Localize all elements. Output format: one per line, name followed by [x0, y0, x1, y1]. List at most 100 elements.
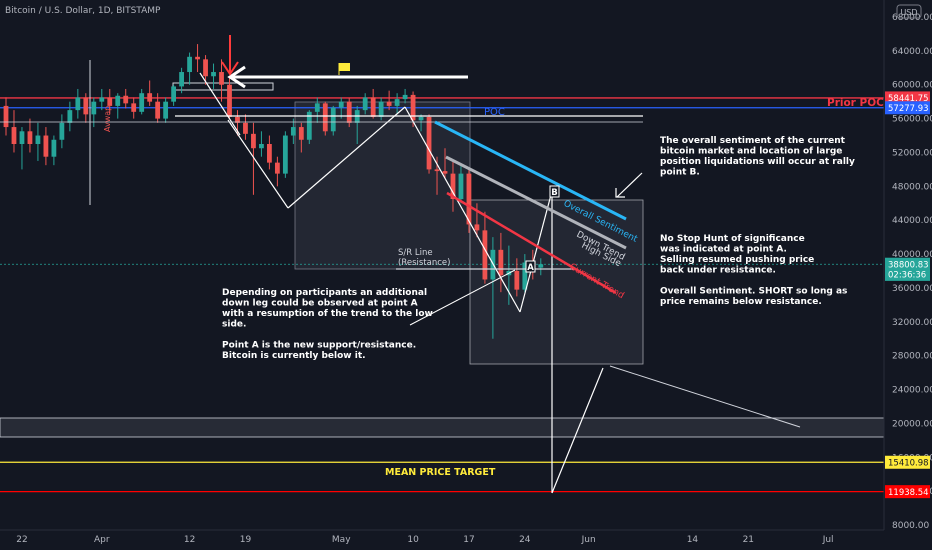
note-mid-right: back under resistance. — [660, 266, 776, 276]
candle-body — [147, 93, 153, 102]
y-tick-label: 48000.00 — [892, 182, 932, 192]
sr-line-sublabel: (Resistance) — [398, 258, 450, 268]
candle-body — [298, 127, 304, 140]
time-axis[interactable] — [0, 530, 884, 550]
note-mid-right: price remains below resistance. — [660, 297, 822, 307]
candle-body — [131, 103, 137, 112]
candle-body — [386, 101, 392, 106]
candle-body — [314, 103, 320, 112]
candle-body — [394, 99, 400, 106]
x-tick-label: Jun — [581, 535, 596, 545]
candle-body — [235, 116, 240, 123]
overall-sentiment-trendline — [434, 120, 627, 221]
candle-body — [251, 133, 256, 149]
candles — [3, 44, 544, 339]
price-tag — [885, 91, 930, 105]
y-tick-label: 64000.00 — [892, 47, 932, 57]
x-tick-label: 17 — [463, 535, 474, 545]
price-tag-label: 11938.54 — [888, 488, 929, 498]
candle-body — [11, 127, 17, 144]
candle-body — [91, 101, 97, 115]
avwap-label: Avwap — [103, 106, 112, 132]
candle-body — [51, 139, 57, 157]
down-trend-high-side-trendline — [445, 155, 627, 250]
x-tick-label: 10 — [407, 535, 419, 545]
note-mid-right: Overall Sentiment. SHORT so long as — [660, 287, 847, 297]
note-left: Depending on participants an additional — [222, 288, 427, 298]
candle-body — [322, 103, 328, 132]
x-tick-label: Jul — [822, 535, 834, 545]
chart-title: Bitcoin / U.S. Dollar, 1D, BITSTAMP — [5, 6, 161, 16]
candle-body — [402, 94, 408, 100]
candle-body — [35, 135, 41, 144]
candle-body — [187, 56, 192, 73]
price-tag — [885, 485, 930, 499]
note-top-right: position liquidations will occur at rall… — [660, 157, 855, 167]
candle-body — [59, 122, 65, 140]
candle-body — [482, 230, 488, 280]
candle-body — [3, 105, 9, 128]
x-tick-label: 21 — [743, 535, 754, 545]
point-b-label: B — [551, 188, 557, 198]
candle-body — [83, 97, 89, 115]
y-tick-label: 52000.00 — [892, 148, 932, 158]
point-b-marker — [549, 185, 560, 198]
candle-body — [282, 135, 288, 174]
candle-body — [474, 224, 480, 231]
point-a-marker — [525, 260, 536, 273]
candle-body — [538, 264, 544, 268]
y-tick-label: 40000.00 — [892, 250, 932, 260]
candle-body — [179, 72, 184, 87]
x-tick-label: 19 — [240, 535, 252, 545]
y-tick-label: 8000.00 — [892, 521, 929, 531]
note-mid-right: Selling resumed pushing price — [660, 255, 814, 265]
currency-badge[interactable] — [896, 4, 922, 19]
candle-body — [27, 131, 33, 144]
note-left: Bitcoin is currently below it. — [222, 351, 366, 361]
candle-body — [370, 97, 376, 117]
candle-body — [458, 173, 464, 200]
candle-body — [426, 116, 432, 170]
price-tag-label: 58441.75 — [888, 94, 929, 104]
candle-body — [522, 262, 528, 290]
candle-body — [195, 56, 200, 60]
current-trend-trendline — [446, 191, 617, 295]
candle-body — [19, 131, 25, 144]
to-point-b-line — [519, 190, 553, 313]
note-top-right: point B. — [660, 168, 700, 178]
pointer-to-a-line — [409, 269, 516, 326]
mean-target-label: MEAN PRICE TARGET — [385, 467, 496, 478]
candle-body — [362, 97, 368, 111]
candle-body — [466, 173, 472, 225]
y-tick-label: 32000.00 — [892, 318, 932, 328]
note-left: with a resumption of the trend to the lo… — [222, 309, 433, 319]
y-tick-label: 60000.00 — [892, 81, 932, 91]
candle-body — [67, 110, 73, 123]
price-tag — [885, 257, 930, 271]
candle-body — [203, 59, 208, 77]
candle-body — [514, 271, 520, 290]
red-down-arrow-head — [221, 61, 239, 76]
point-a-label: A — [527, 263, 534, 273]
candle-body — [498, 249, 504, 276]
candle-body — [434, 169, 440, 172]
point-a-zone-box — [469, 199, 644, 365]
price-tag-label: 57277.93 — [888, 104, 929, 114]
candle-body — [123, 95, 129, 104]
candle-body — [75, 97, 81, 111]
candle-body — [450, 173, 456, 200]
note-top-right: The overall sentiment of the current — [660, 136, 846, 146]
y-tick-label: 24000.00 — [892, 386, 932, 396]
note-top-right: bitcoin market and location of large — [660, 147, 842, 157]
prior-poc-label: Prior POC — [827, 97, 884, 109]
note-mid-right: was indicated at point A. — [660, 245, 787, 255]
price-tag — [885, 267, 930, 281]
down-leg-line-1 — [199, 72, 241, 136]
horizontal-levels — [0, 97, 884, 493]
candle-body — [306, 111, 312, 140]
candle-body — [227, 84, 232, 117]
candle-body — [211, 72, 216, 77]
candle-body — [274, 162, 280, 174]
